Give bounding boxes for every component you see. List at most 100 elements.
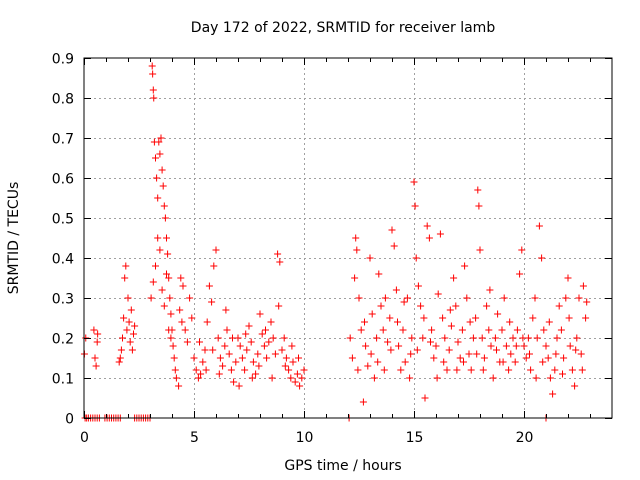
data-point: [210, 262, 218, 270]
data-point: [169, 342, 177, 350]
data-point: [177, 274, 185, 282]
data-point: [450, 274, 458, 282]
data-point: [128, 346, 136, 354]
data-point: [432, 342, 440, 350]
data-point: [397, 366, 405, 374]
data-point: [395, 342, 403, 350]
data-point: [417, 302, 425, 310]
data-point: [560, 354, 568, 362]
data-point: [460, 358, 467, 366]
data-point: [577, 350, 585, 358]
data-point: [172, 374, 180, 382]
data-point: [230, 378, 238, 386]
data-point: [540, 326, 548, 334]
data-point: [212, 246, 220, 254]
plot-frame: [83, 57, 613, 419]
y-tick-label: 0.4: [52, 252, 74, 268]
data-point: [507, 350, 515, 358]
data-point: [199, 358, 207, 366]
data-point: [375, 270, 383, 278]
data-point: [154, 194, 162, 202]
data-point: [130, 330, 137, 338]
data-point: [579, 282, 587, 290]
data-point: [223, 326, 231, 334]
data-point: [390, 242, 398, 250]
data-point: [533, 334, 541, 342]
data-point: [298, 374, 306, 382]
data-point: [542, 342, 550, 350]
data-point: [571, 382, 579, 390]
data-point: [388, 226, 396, 234]
data-point: [529, 314, 537, 322]
data-point: [269, 334, 277, 342]
data-point: [156, 150, 164, 158]
data-point: [491, 334, 499, 342]
data-point: [359, 398, 367, 406]
data-point: [116, 354, 124, 362]
data-point: [511, 358, 519, 366]
data-point: [362, 342, 370, 350]
data-point: [236, 342, 244, 350]
data-point: [467, 366, 475, 374]
data-point: [262, 326, 269, 334]
data-point: [493, 346, 500, 354]
data-point: [475, 202, 483, 210]
data-point: [474, 186, 482, 194]
data-point: [281, 362, 289, 370]
data-point: [401, 358, 409, 366]
data-point: [436, 230, 444, 238]
y-tick-label: 0.1: [52, 372, 74, 388]
data-point: [573, 334, 581, 342]
data-point: [120, 314, 128, 322]
data-point: [386, 314, 394, 322]
data-point: [91, 354, 99, 362]
data-point: [498, 326, 506, 334]
data-point: [377, 302, 385, 310]
data-point: [489, 374, 497, 382]
data-point: [440, 358, 448, 366]
data-point: [171, 366, 179, 374]
data-point: [241, 366, 249, 374]
data-point: [346, 334, 354, 342]
data-point: [406, 374, 414, 382]
data-point: [452, 302, 460, 310]
data-point: [575, 294, 583, 302]
data-point: [293, 370, 301, 378]
data-point: [256, 310, 264, 318]
data-point: [519, 334, 527, 342]
x-tick-label: 5: [190, 430, 199, 446]
data-point: [535, 222, 543, 230]
data-point: [394, 318, 401, 326]
y-tick-label: 0.9: [52, 52, 74, 68]
data-point: [271, 350, 279, 358]
y-tick-label: 0.2: [52, 332, 74, 348]
data-point: [131, 322, 139, 330]
data-point: [267, 318, 275, 326]
data-point: [557, 326, 565, 334]
data-point: [421, 394, 429, 402]
data-point: [480, 354, 488, 362]
data-point: [238, 354, 246, 362]
data-point: [157, 134, 165, 142]
data-point: [278, 346, 286, 354]
data-point: [506, 318, 514, 326]
data-point: [255, 362, 263, 370]
data-point: [381, 294, 389, 302]
data-point: [384, 338, 392, 346]
data-point: [229, 334, 236, 342]
data-point: [447, 322, 455, 330]
y-tick-label: 0.5: [52, 212, 74, 228]
data-point: [92, 362, 100, 370]
data-point: [222, 306, 230, 314]
data-point: [150, 94, 158, 102]
data-point: [215, 370, 223, 378]
data-point: [441, 334, 449, 342]
data-point: [190, 354, 198, 362]
data-point: [156, 246, 164, 254]
data-point: [186, 294, 194, 302]
data-point: [260, 342, 268, 350]
data-point: [170, 354, 178, 362]
data-point: [568, 366, 576, 374]
data-point: [165, 274, 173, 282]
data-point: [203, 318, 211, 326]
